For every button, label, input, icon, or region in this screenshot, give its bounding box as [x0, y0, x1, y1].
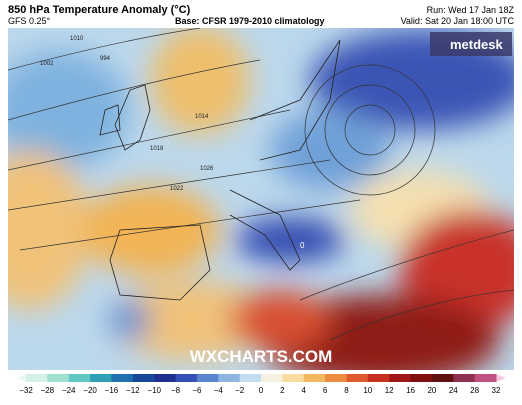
colorbar-label: 0 [259, 386, 264, 395]
colorbar-label: −8 [171, 386, 181, 395]
colorbar-segment [453, 374, 476, 382]
colorbar-segment [132, 374, 155, 382]
colorbar-label: 24 [449, 386, 458, 395]
colorbar-segment [218, 374, 241, 382]
colorbar-label: 10 [363, 386, 372, 395]
colorbar-segment [474, 374, 497, 382]
colorbar-label: −12 [126, 386, 140, 395]
base: Base: CFSR 1979-2010 climatology [175, 16, 325, 26]
colorbar-segment [68, 374, 91, 382]
colorbar-segment [154, 374, 177, 382]
colorbar-label: 2 [280, 386, 285, 395]
colorbar-segment [90, 374, 112, 382]
watermark: WXCHARTS.COM [190, 347, 333, 366]
logo-box [430, 32, 512, 56]
isobar-label: 1026 [200, 166, 214, 172]
colorbar-label: 4 [302, 386, 307, 395]
colorbar-label: −2 [235, 386, 245, 395]
colorbar-label: 6 [323, 386, 328, 395]
colorbar-end [496, 374, 506, 382]
valid: Valid: Sat 20 Jan 18:00 UTC [401, 16, 515, 26]
colorbar-label: −16 [105, 386, 119, 395]
title: 850 hPa Temperature Anomaly (°C) [8, 4, 191, 16]
colorbar-label: 12 [385, 386, 394, 395]
colorbar-label: −4 [214, 386, 224, 395]
isobar-label: 0 [300, 241, 305, 250]
colorbar-segment [239, 374, 262, 382]
colorbar-end [16, 374, 26, 382]
colorbar-segment [325, 374, 347, 382]
isobar-label: 1022 [170, 186, 184, 192]
isobar-labels: 1010 1014 1018 1022 1026 1002 994 [40, 36, 214, 192]
colorbar-label: 28 [470, 386, 479, 395]
map: 0 [8, 28, 514, 370]
run: Run: Wed 17 Jan 18Z [427, 5, 515, 15]
logo: metdesk [450, 37, 504, 52]
colorbar-label: −20 [83, 386, 97, 395]
colorbar-label: −6 [192, 386, 202, 395]
colorbar-segment [175, 374, 198, 382]
colorbar-segment [367, 374, 390, 382]
isobar-label: 1002 [40, 61, 54, 67]
colorbar-label: 32 [492, 386, 501, 395]
colorbar-segment [261, 374, 283, 382]
isobar-label: 994 [100, 56, 111, 62]
isobar-label: 1010 [70, 36, 84, 42]
colorbar-label: 16 [406, 386, 415, 395]
colorbar-segment [111, 374, 134, 382]
colorbar-segment [303, 374, 326, 382]
colorbar-label: −24 [62, 386, 76, 395]
isobar-label: 1018 [150, 146, 164, 152]
colorbar-segment [26, 374, 48, 382]
colorbar-label: −28 [41, 386, 55, 395]
colorbar-segment [282, 374, 305, 382]
colorbar-segment [346, 374, 369, 382]
colorbar-label: 8 [344, 386, 349, 395]
colorbar-label: 20 [427, 386, 436, 395]
colorbar-segment [431, 374, 454, 382]
colorbar-label: −10 [147, 386, 161, 395]
colorbar-segment [410, 374, 433, 382]
colorbar-segment [47, 374, 70, 382]
colorbar: −32 −28 −24 −20 −16 −12 −10 −8 −6 −4 −2 0 2 4 6 8 10 12 16… [16, 374, 506, 395]
isobar-label: 1014 [195, 114, 209, 120]
colorbar-label: −32 [19, 386, 33, 395]
colorbar-segment [389, 374, 412, 382]
colorbar-segment [196, 374, 219, 382]
model: GFS 0.25° [8, 16, 51, 26]
